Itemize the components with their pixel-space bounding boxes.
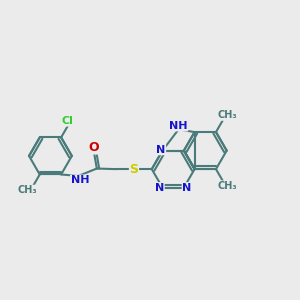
Text: N: N — [156, 145, 166, 155]
Text: Cl: Cl — [61, 116, 73, 126]
Text: CH₃: CH₃ — [217, 110, 237, 120]
Text: NH: NH — [70, 175, 89, 185]
Text: CH₃: CH₃ — [217, 181, 237, 191]
Text: NH: NH — [169, 121, 188, 131]
Text: N: N — [182, 183, 191, 193]
Text: O: O — [88, 141, 98, 154]
Text: S: S — [130, 163, 138, 176]
Text: CH₃: CH₃ — [18, 185, 38, 195]
Text: N: N — [155, 183, 164, 193]
